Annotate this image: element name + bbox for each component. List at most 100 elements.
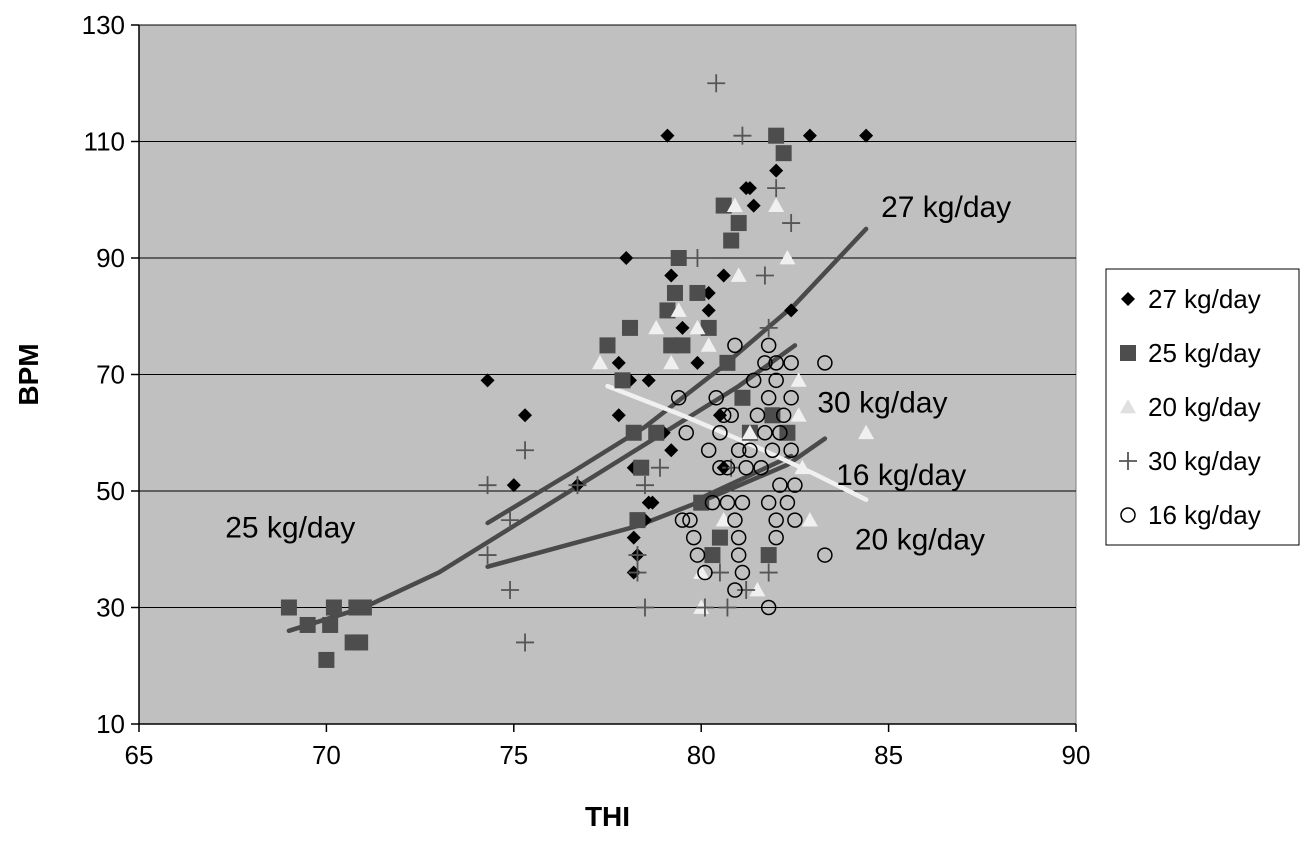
data-point: [322, 616, 339, 633]
data-point: [611, 355, 626, 370]
data-point: [688, 249, 707, 267]
x-axis-title: THI: [585, 801, 630, 832]
data-point: [641, 373, 656, 388]
data-point: [280, 599, 297, 616]
series-points: [478, 74, 801, 652]
legend-marker: [1120, 399, 1136, 414]
data-point: [635, 476, 654, 495]
legend-label: 20 kg/day: [1148, 392, 1261, 422]
data-point: [726, 197, 743, 212]
data-point: [733, 126, 752, 145]
data-point: [700, 337, 717, 352]
data-point: [689, 319, 706, 335]
trendline-annotation: 16 kg/day: [836, 459, 966, 492]
data-point: [760, 494, 777, 511]
data-point: [749, 582, 766, 597]
data-point: [299, 616, 316, 633]
data-point: [760, 390, 777, 406]
data-point: [516, 441, 535, 460]
data-point: [480, 373, 495, 388]
data-point: [689, 284, 706, 301]
data-point: [802, 128, 817, 143]
data-point: [775, 407, 792, 424]
data-point: [746, 198, 761, 213]
trendlines: [286, 226, 869, 634]
data-point: [768, 127, 785, 144]
data-point: [675, 320, 690, 335]
data-point: [768, 512, 784, 528]
data-point: [730, 215, 747, 232]
data-point: [730, 529, 747, 546]
data-point: [794, 459, 811, 475]
data-point: [730, 267, 747, 282]
y-tick-label: 30: [96, 593, 125, 623]
legend-marker: [1119, 452, 1137, 470]
data-point: [734, 494, 751, 511]
data-point: [660, 128, 675, 143]
data-point: [325, 599, 342, 616]
x-tick-label: 90: [1062, 740, 1091, 770]
data-point: [352, 634, 369, 651]
data-point: [759, 318, 778, 337]
data-point: [719, 354, 736, 371]
data-point: [501, 511, 520, 530]
data-point: [664, 268, 679, 283]
data-point: [775, 145, 792, 162]
data-point: [700, 442, 717, 458]
data-point: [712, 459, 728, 476]
data-point: [745, 372, 762, 389]
series-points: [592, 197, 875, 614]
data-point: [690, 355, 705, 370]
data-point: [769, 163, 784, 178]
data-point: [318, 651, 335, 668]
legend-label: 16 kg/day: [1148, 500, 1261, 530]
data-point: [645, 495, 660, 510]
data-point: [760, 547, 777, 564]
data-point: [764, 442, 781, 458]
data-point: [501, 581, 520, 600]
data-point: [712, 408, 727, 423]
data-point: [633, 459, 650, 476]
data-point: [708, 390, 724, 406]
y-tick-label: 10: [96, 709, 125, 739]
x-tick-label: 80: [687, 740, 716, 770]
data-point: [730, 547, 747, 563]
data-point: [787, 477, 803, 493]
data-point: [506, 478, 521, 493]
data-point: [628, 563, 647, 582]
data-point: [738, 459, 754, 476]
data-point: [710, 563, 729, 582]
trendline-annotation: 25 kg/day: [225, 512, 355, 545]
data-point: [670, 302, 687, 317]
data-point: [704, 494, 721, 511]
data-point: [784, 303, 799, 318]
data-point: [664, 443, 679, 458]
data-point: [355, 599, 372, 616]
data-point: [790, 372, 807, 387]
legend-label: 27 kg/day: [1148, 284, 1261, 314]
data-point: [734, 564, 751, 581]
data-point: [768, 372, 784, 389]
data-point: [801, 512, 818, 527]
data-point: [700, 319, 717, 336]
trendline-annotation: 27 kg/day: [881, 191, 1011, 224]
data-point: [790, 407, 807, 422]
data-point: [859, 128, 874, 143]
x-tick-label: 70: [312, 740, 341, 770]
data-point: [674, 337, 691, 354]
data-point: [635, 598, 654, 617]
data-point: [727, 582, 743, 598]
data-point: [757, 355, 773, 371]
legend-marker: [1121, 292, 1135, 306]
data-point: [626, 530, 641, 545]
data-point: [768, 529, 784, 546]
data-point: [764, 407, 781, 424]
data-point: [619, 251, 634, 265]
trendline: [485, 436, 828, 569]
data-point: [734, 389, 751, 406]
trendline: [485, 226, 869, 526]
data-point: [715, 407, 732, 424]
trendline-annotation: 20 kg/day: [855, 523, 985, 556]
data-point: [611, 408, 626, 423]
data-point: [693, 494, 710, 511]
